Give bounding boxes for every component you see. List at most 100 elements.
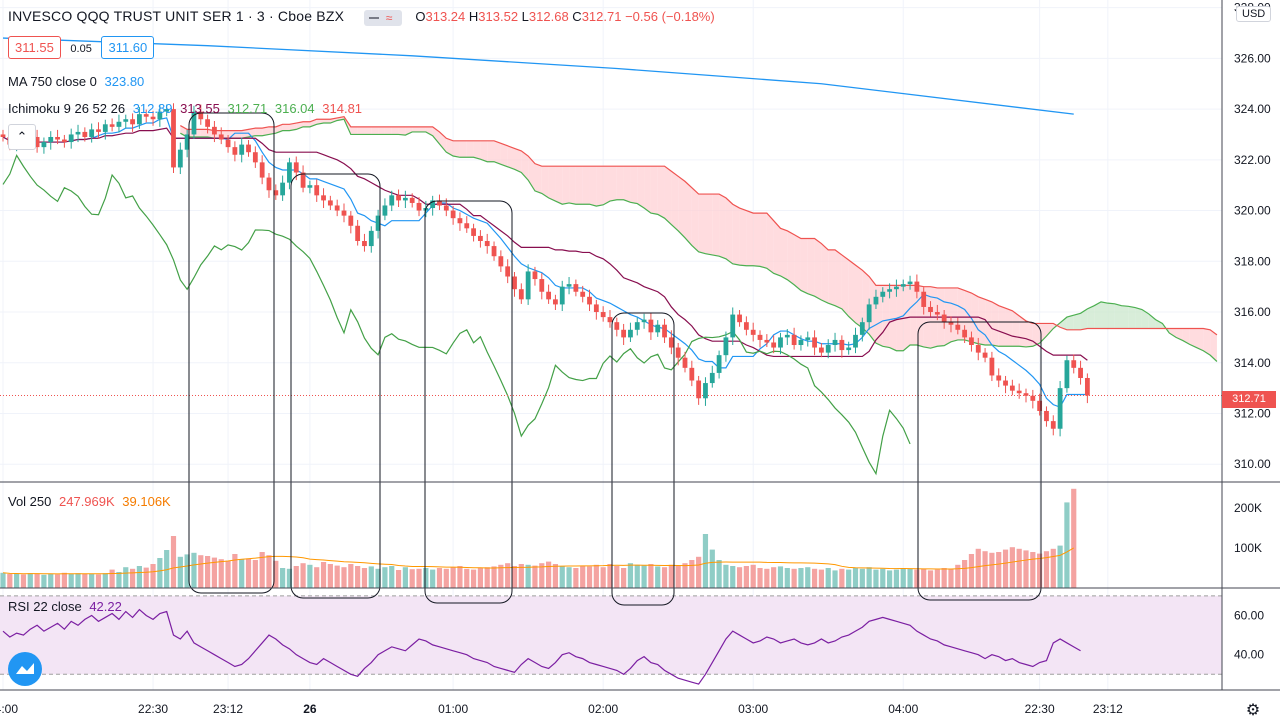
volume-bar bbox=[143, 567, 149, 588]
candle-body bbox=[675, 347, 681, 358]
candle-body bbox=[982, 352, 988, 358]
currency-badge[interactable]: USD bbox=[1236, 6, 1272, 22]
candle-body bbox=[164, 109, 170, 112]
volume-bar bbox=[600, 567, 606, 588]
candle-body bbox=[587, 296, 592, 305]
chevron-up-icon[interactable]: ⌃ bbox=[8, 124, 36, 150]
volume-bar bbox=[75, 573, 81, 588]
candle-body bbox=[668, 337, 674, 348]
rsi-panel bbox=[0, 595, 1222, 685]
candle-body bbox=[137, 114, 142, 125]
candle-body bbox=[82, 131, 88, 137]
price-tick-label: 320.00 bbox=[1234, 204, 1271, 218]
candle bbox=[34, 129, 40, 153]
volume-bar bbox=[750, 564, 756, 588]
ichimoku-lagging: 312.71 bbox=[227, 101, 268, 116]
rsi-legend[interactable]: RSI 22 close 42.22 bbox=[8, 599, 122, 614]
candle-body bbox=[873, 296, 879, 305]
rsi-tick-label: 40.00 bbox=[1234, 648, 1264, 662]
cloud-segment bbox=[685, 181, 692, 246]
candle-body bbox=[846, 347, 852, 351]
candle-body bbox=[437, 200, 442, 206]
candle-body bbox=[614, 322, 620, 330]
cloud-segment bbox=[384, 126, 392, 135]
volume-bar bbox=[962, 560, 968, 588]
candle bbox=[327, 195, 333, 211]
volume-ma-value: 39.106K bbox=[122, 494, 171, 509]
drawing-boxes[interactable] bbox=[188, 112, 1042, 606]
candle bbox=[1044, 406, 1049, 427]
volume-bar bbox=[907, 568, 913, 588]
candle bbox=[969, 331, 974, 352]
candle-body bbox=[327, 200, 333, 206]
ma-legend[interactable]: MA 750 close 0 323.80 bbox=[8, 74, 144, 89]
candle-body bbox=[109, 124, 115, 127]
candle-body bbox=[832, 339, 838, 346]
candle bbox=[205, 114, 210, 134]
cloud-segment bbox=[787, 230, 795, 285]
ask-button[interactable]: 311.60 bbox=[101, 36, 155, 59]
candle-body bbox=[314, 185, 320, 196]
gear-icon[interactable]: ⚙ bbox=[1245, 702, 1261, 719]
candle bbox=[593, 299, 599, 320]
cloud-segment bbox=[650, 166, 658, 215]
volume-legend[interactable]: Vol 250 247.969K 39.106K bbox=[8, 494, 171, 509]
bid-button[interactable]: 311.55 bbox=[8, 36, 61, 59]
price-tick-label: 324.00 bbox=[1234, 102, 1271, 116]
time-tick-label: 22:30 bbox=[138, 702, 168, 716]
volume-bar bbox=[866, 567, 872, 588]
cloud-segment bbox=[800, 238, 808, 294]
cloud-segment bbox=[1080, 308, 1088, 330]
candle bbox=[709, 365, 715, 388]
ichimoku-lead-a: 316.04 bbox=[274, 101, 315, 116]
tradingview-logo-icon[interactable] bbox=[8, 652, 42, 686]
candle bbox=[607, 310, 613, 328]
candle-body bbox=[518, 289, 524, 300]
cloud-segment bbox=[882, 285, 890, 348]
candle-body bbox=[757, 334, 763, 340]
ichimoku-legend[interactable]: Ichimoku 9 26 52 26 312.89 313.55 312.71… bbox=[8, 101, 362, 116]
volume-bar bbox=[341, 567, 347, 588]
cloud-segment bbox=[623, 166, 631, 203]
wave-icon[interactable]: ≈ bbox=[363, 9, 402, 26]
candle-body bbox=[123, 119, 129, 122]
candle bbox=[641, 313, 647, 329]
volume-bar bbox=[157, 558, 163, 588]
candle-body bbox=[859, 322, 865, 335]
volume-bar bbox=[511, 566, 518, 588]
cloud-segment bbox=[487, 140, 495, 162]
candle bbox=[825, 339, 831, 359]
candles bbox=[0, 103, 1090, 437]
cloud-segment bbox=[794, 234, 801, 291]
candle bbox=[287, 157, 292, 190]
volume-bar bbox=[777, 566, 784, 588]
candle-body bbox=[580, 291, 586, 297]
candle bbox=[921, 287, 927, 315]
volume-bar bbox=[307, 564, 313, 588]
symbol-header[interactable]: INVESCO QQQ TRUST UNIT SER 1 · 3 · Cboe … bbox=[8, 8, 715, 26]
candle-body bbox=[116, 121, 122, 127]
candle-body bbox=[396, 195, 401, 201]
volume-bar bbox=[27, 573, 33, 588]
candle-body bbox=[689, 367, 695, 381]
rsi-value: 42.22 bbox=[89, 599, 122, 614]
cloud-segment bbox=[480, 140, 488, 162]
candle bbox=[48, 131, 54, 150]
candle-body bbox=[48, 136, 54, 143]
ma-value: 323.80 bbox=[104, 74, 145, 89]
symbol-title[interactable]: INVESCO QQQ TRUST UNIT SER 1 · 3 · Cboe … bbox=[8, 8, 345, 24]
cloud-segment bbox=[473, 140, 481, 160]
candle-body bbox=[634, 322, 640, 330]
candle-body bbox=[246, 144, 251, 153]
candle bbox=[252, 146, 258, 168]
volume-bar bbox=[477, 568, 483, 588]
bid-ask[interactable]: 311.55 0.05 311.60 bbox=[8, 36, 155, 59]
candle-body bbox=[512, 276, 517, 290]
cloud-segment bbox=[964, 290, 972, 342]
candle-body bbox=[341, 210, 347, 216]
candle-body bbox=[703, 383, 708, 399]
rsi-tick-label: 60.00 bbox=[1234, 608, 1264, 622]
candle-body bbox=[778, 337, 783, 348]
